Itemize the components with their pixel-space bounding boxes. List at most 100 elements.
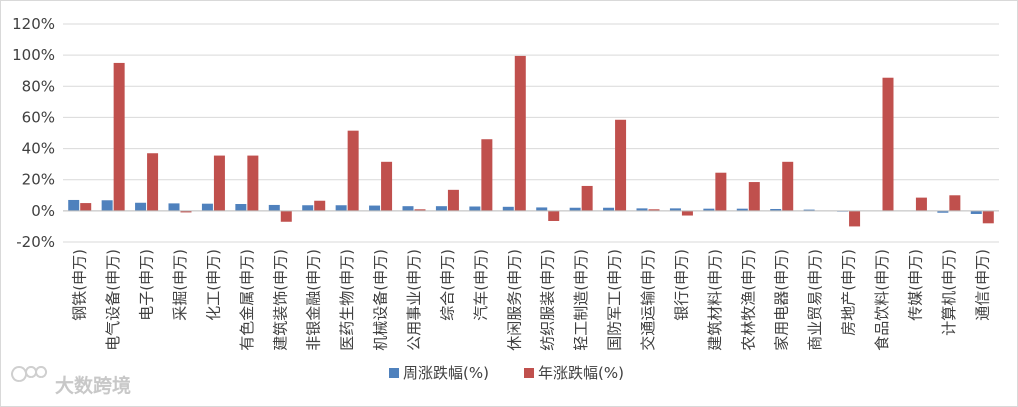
bar-weekly	[235, 204, 247, 211]
bar-yearly	[548, 210, 560, 221]
x-category-label: 家用电器(申万)	[773, 249, 791, 351]
x-category-label: 采掘(申万)	[171, 249, 189, 321]
bar-weekly	[502, 206, 514, 211]
bar-weekly	[803, 209, 815, 211]
bar-weekly	[435, 206, 447, 211]
legend-swatch-yearly	[524, 368, 534, 378]
bar-yearly	[80, 203, 92, 211]
x-category-label: 休闲服务(申万)	[505, 249, 523, 351]
bar-yearly	[213, 155, 225, 211]
bar-weekly	[569, 207, 581, 211]
bar-yearly	[615, 119, 627, 211]
bar-weekly	[201, 203, 213, 211]
bar-yearly	[447, 189, 459, 211]
bar-yearly	[247, 155, 259, 211]
bar-weekly	[770, 208, 782, 211]
bar-yearly	[180, 210, 192, 213]
y-tick-label: 100%	[12, 46, 55, 64]
x-category-label: 非银金融(申万)	[305, 249, 323, 351]
bar-yearly	[280, 210, 292, 222]
x-category-label: 农林牧渔(申万)	[739, 249, 757, 351]
watermark-text: 大数跨境	[55, 374, 131, 397]
bar-weekly	[703, 208, 715, 211]
bar-weekly	[536, 207, 548, 211]
bars	[68, 55, 994, 227]
bar-weekly	[736, 208, 748, 211]
y-tick-label: 80%	[22, 77, 55, 95]
bar-weekly	[135, 202, 147, 211]
x-category-label: 电子(申万)	[138, 249, 156, 321]
legend-label-yearly: 年涨跌幅(%)	[538, 364, 624, 382]
x-category-label: 电气设备(申万)	[104, 249, 122, 351]
bar-weekly	[970, 210, 982, 214]
x-category-label: 综合(申万)	[438, 249, 456, 321]
bar-yearly	[715, 172, 727, 211]
bar-weekly	[603, 207, 615, 211]
x-category-label: 有色金属(申万)	[238, 249, 256, 351]
bar-yearly	[481, 139, 493, 211]
x-category-label: 建筑材料(申万)	[706, 249, 724, 351]
x-category-label: 公用事业(申万)	[405, 249, 423, 351]
bar-yearly	[915, 197, 927, 211]
bar-weekly	[636, 208, 648, 211]
bar-yearly	[381, 161, 393, 211]
bar-yearly	[347, 130, 359, 211]
x-category-label: 银行(申万)	[672, 249, 690, 321]
x-category-label: 纺织服装(申万)	[539, 249, 557, 351]
bar-yearly	[949, 195, 961, 211]
y-axis-ticks: -20% 0% 20% 40% 60% 80% 100% 120%	[12, 15, 55, 251]
x-category-label: 钢铁(申万)	[71, 249, 89, 321]
bar-weekly	[402, 206, 414, 211]
x-category-label: 汽车(申万)	[472, 249, 490, 321]
x-category-label: 化工(申万)	[204, 249, 222, 321]
bar-yearly	[147, 153, 159, 211]
x-category-label: 通信(申万)	[973, 249, 991, 321]
bar-weekly	[369, 205, 381, 211]
bar-yearly	[982, 210, 994, 224]
x-category-label: 建筑装饰(申万)	[271, 249, 289, 351]
legend-swatch-weekly	[389, 368, 399, 378]
y-tick-label: -20%	[16, 233, 55, 251]
bar-weekly	[268, 204, 280, 211]
bar-yearly	[748, 182, 760, 211]
x-category-label: 医药生物(申万)	[338, 249, 356, 351]
bar-weekly	[101, 200, 113, 211]
bar-weekly	[669, 208, 681, 211]
x-category-label: 房地产(申万)	[840, 249, 858, 336]
bar-weekly	[68, 199, 80, 211]
x-category-label: 传媒(申万)	[906, 249, 924, 321]
bar-yearly	[782, 161, 794, 211]
watermark: 大数跨境	[11, 366, 131, 397]
x-category-label: 交通运输(申万)	[639, 249, 657, 351]
bar-yearly	[581, 185, 593, 211]
y-tick-label: 0%	[31, 202, 55, 220]
x-category-label: 计算机(申万)	[940, 249, 958, 336]
bar-yearly	[849, 210, 861, 227]
bar-yearly	[681, 210, 693, 216]
bar-weekly	[302, 205, 314, 211]
bar-weekly	[469, 206, 481, 211]
bar-yearly	[514, 55, 526, 211]
bar-weekly	[335, 205, 347, 211]
y-tick-label: 120%	[12, 15, 55, 33]
bar-weekly	[168, 203, 180, 211]
x-category-label: 食品饮料(申万)	[873, 249, 891, 351]
bar-weekly	[937, 210, 949, 213]
x-category-label: 轻工制造(申万)	[572, 249, 590, 351]
bar-yearly	[414, 209, 426, 211]
x-category-label: 机械设备(申万)	[372, 249, 390, 351]
bar-yearly	[648, 209, 660, 211]
bar-yearly	[113, 62, 125, 211]
bar-yearly	[314, 200, 326, 211]
watermark-logo-icon	[11, 366, 48, 382]
x-category-label: 商业贸易(申万)	[806, 249, 824, 351]
y-tick-label: 60%	[22, 108, 55, 126]
y-tick-label: 20%	[22, 171, 55, 189]
legend: 周涨跌幅(%) 年涨跌幅(%)	[389, 364, 624, 382]
x-category-label: 国防军工(申万)	[606, 249, 624, 351]
bar-yearly	[882, 77, 894, 211]
x-axis-categories: 钢铁(申万) 电气设备(申万) 电子(申万) 采掘(申万) 化工(申万) 有色金属(申万)…	[71, 249, 992, 351]
y-tick-label: 40%	[22, 140, 55, 158]
